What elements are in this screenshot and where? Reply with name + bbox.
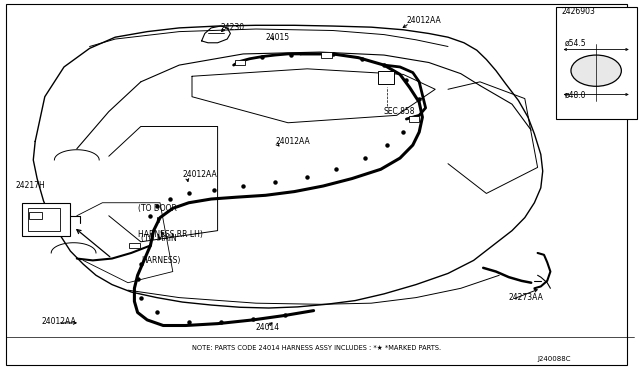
Bar (129, 243, 140, 248)
Text: 24012AA: 24012AA (406, 16, 441, 25)
Text: HARNESS): HARNESS) (141, 256, 180, 265)
Bar (321, 52, 332, 58)
Text: 24012AA: 24012AA (275, 137, 310, 146)
Text: 24015: 24015 (266, 33, 290, 42)
Bar (235, 60, 245, 65)
Text: NOTE: PARTS CODE 24014 HARNESS ASSY INCLUDES : *★ *MARKED PARTS.: NOTE: PARTS CODE 24014 HARNESS ASSY INCL… (192, 345, 441, 351)
Text: ø54.5: ø54.5 (564, 38, 586, 47)
Text: 24012AA: 24012AA (182, 170, 217, 179)
Ellipse shape (571, 55, 621, 86)
Bar (28, 208, 60, 231)
Text: (TO MAIN: (TO MAIN (141, 234, 177, 243)
Text: HARNESS RR LH): HARNESS RR LH) (138, 230, 202, 239)
Bar (29, 212, 42, 219)
Bar (409, 116, 419, 122)
Bar (22, 203, 70, 236)
Text: (TO DOOR: (TO DOOR (138, 204, 177, 213)
Text: 24217H: 24217H (16, 182, 45, 190)
Text: 24230: 24230 (221, 23, 245, 32)
Text: 2426903: 2426903 (562, 7, 596, 16)
Text: 24012AA: 24012AA (42, 317, 76, 326)
Bar (378, 71, 394, 84)
Text: J240088C: J240088C (538, 356, 571, 362)
Text: SEC.858: SEC.858 (384, 107, 415, 116)
Text: ø48.0: ø48.0 (564, 90, 586, 99)
Bar (556, 7, 637, 119)
Text: 24273AA: 24273AA (509, 293, 543, 302)
Text: 24014: 24014 (256, 323, 280, 332)
